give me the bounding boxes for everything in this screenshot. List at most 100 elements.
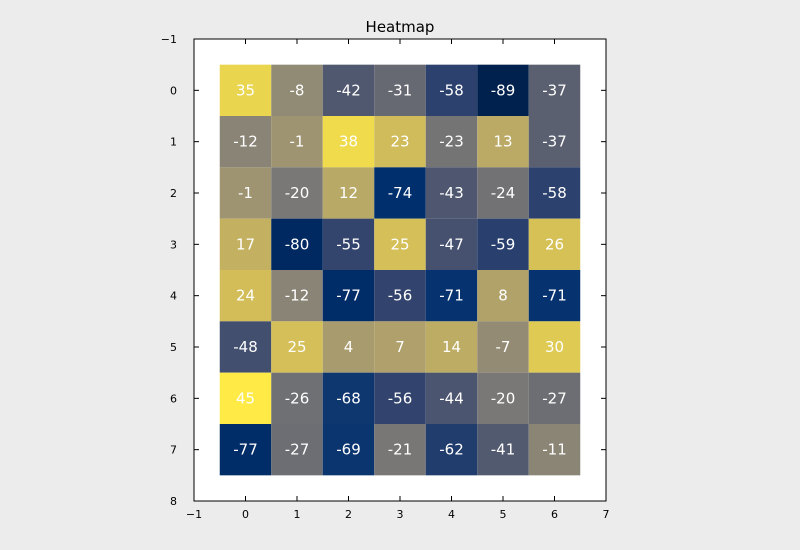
heatmap-cell: [271, 270, 323, 322]
cell-value-label: -1: [238, 184, 253, 202]
cell-value-label: -56: [388, 389, 413, 407]
cell-value-label: 13: [493, 133, 512, 151]
cell-value-label: -20: [285, 184, 310, 202]
heatmap-cell-labels: 35 -8 -42 -31 -58 -89 -37 -12 -1 38 23 -23 13 -37 -1 -2…: [233, 81, 567, 458]
heatmap-cell: [219, 270, 272, 322]
heatmap-cell: [528, 218, 581, 270]
x-tick-label: 2: [345, 508, 352, 521]
heatmap-cell: [271, 64, 323, 116]
cell-value-label: 45: [236, 389, 255, 407]
heatmap-cell: [477, 64, 529, 116]
heatmap-cell: [219, 424, 272, 476]
heatmap-cell: [219, 116, 272, 168]
chart-title: Heatmap: [366, 18, 435, 36]
cell-value-label: -59: [491, 235, 516, 253]
heatmap-cell: [425, 372, 478, 424]
cell-value-label: -71: [542, 287, 567, 305]
heatmap-cell: [271, 167, 323, 219]
cell-value-label: -11: [542, 441, 567, 459]
x-tick-label: 1: [294, 508, 301, 521]
cell-value-label: -80: [285, 235, 310, 253]
heatmap-cell: [219, 167, 272, 219]
y-tick-label: 0: [170, 84, 177, 97]
cell-value-label: -74: [388, 184, 413, 202]
cell-value-label: 8: [498, 287, 508, 305]
heatmap-cell: [219, 64, 272, 116]
heatmap-cell: [374, 116, 426, 168]
heatmap-cell: [322, 167, 375, 219]
heatmap-cell: [374, 372, 426, 424]
cell-value-label: -37: [542, 81, 567, 99]
y-tick-label: 2: [170, 187, 177, 200]
heatmap-cell: [322, 270, 375, 322]
cell-value-label: -12: [233, 133, 258, 151]
x-tick-label: 3: [397, 508, 404, 521]
heatmap-cell: [425, 270, 478, 322]
heatmap-cell: [425, 321, 478, 373]
cell-value-label: -7: [496, 338, 511, 356]
heatmap-cell: [528, 167, 581, 219]
cell-value-label: -55: [336, 235, 361, 253]
cell-value-label: -48: [233, 338, 258, 356]
heatmap-cell: [528, 270, 581, 322]
cell-value-label: -21: [388, 441, 413, 459]
heatmap-cell: [528, 424, 581, 476]
cell-value-label: -27: [285, 441, 310, 459]
y-tick-label: 8: [170, 495, 177, 508]
heatmap-cell: [271, 218, 323, 270]
heatmap-cell: [322, 321, 375, 373]
cell-value-label: -77: [233, 441, 258, 459]
heatmap-cell: [477, 270, 529, 322]
heatmap-cell: [528, 321, 581, 373]
cell-value-label: -23: [439, 133, 464, 151]
cell-value-label: -89: [491, 81, 516, 99]
cell-value-label: 30: [545, 338, 564, 356]
heatmap-cell: [425, 218, 478, 270]
heatmap-cell: [477, 167, 529, 219]
heatmap-cell: [271, 372, 323, 424]
y-tick-label: 4: [170, 290, 177, 303]
cell-value-label: -31: [388, 81, 413, 99]
x-tick-label: 6: [551, 508, 558, 521]
cell-value-label: 25: [287, 338, 306, 356]
y-tick-label: 6: [170, 392, 177, 405]
cell-value-label: -20: [491, 389, 516, 407]
x-tick-label: 5: [500, 508, 507, 521]
heatmap-cell: [425, 424, 478, 476]
cell-value-label: -12: [285, 287, 310, 305]
x-tick-label: 4: [448, 508, 455, 521]
heatmap-cell: [374, 167, 426, 219]
heatmap-cell: [425, 64, 478, 116]
cell-value-label: 38: [339, 133, 358, 151]
cell-value-label: 4: [344, 338, 354, 356]
x-tick-label: 0: [242, 508, 249, 521]
cell-value-label: -44: [439, 389, 464, 407]
heatmap-cell: [219, 321, 272, 373]
heatmap-cell: [477, 116, 529, 168]
cell-value-label: 25: [390, 235, 409, 253]
heatmap-cell: [374, 64, 426, 116]
heatmap-cell: [425, 116, 478, 168]
cell-value-label: 14: [442, 338, 461, 356]
heatmap-cell: [528, 116, 581, 168]
y-tick-label: 3: [170, 238, 177, 251]
heatmap-cell: [477, 218, 529, 270]
cell-value-label: 26: [545, 235, 564, 253]
y-tick-label: 7: [170, 444, 177, 457]
heatmap-cell: [374, 321, 426, 373]
heatmap-cell: [322, 424, 375, 476]
heatmap-cell: [528, 372, 581, 424]
cell-value-label: -71: [439, 287, 464, 305]
cell-value-label: 7: [395, 338, 405, 356]
cell-value-label: -27: [542, 389, 567, 407]
heatmap-cell: [528, 64, 581, 116]
cell-value-label: -56: [388, 287, 413, 305]
x-tick-label: −1: [186, 508, 202, 521]
cell-value-label: -37: [542, 133, 567, 151]
heatmap-cell: [374, 424, 426, 476]
cell-value-label: -62: [439, 441, 464, 459]
heatmap-cell: [322, 218, 375, 270]
cell-value-label: -43: [439, 184, 464, 202]
cell-value-label: -69: [336, 441, 361, 459]
